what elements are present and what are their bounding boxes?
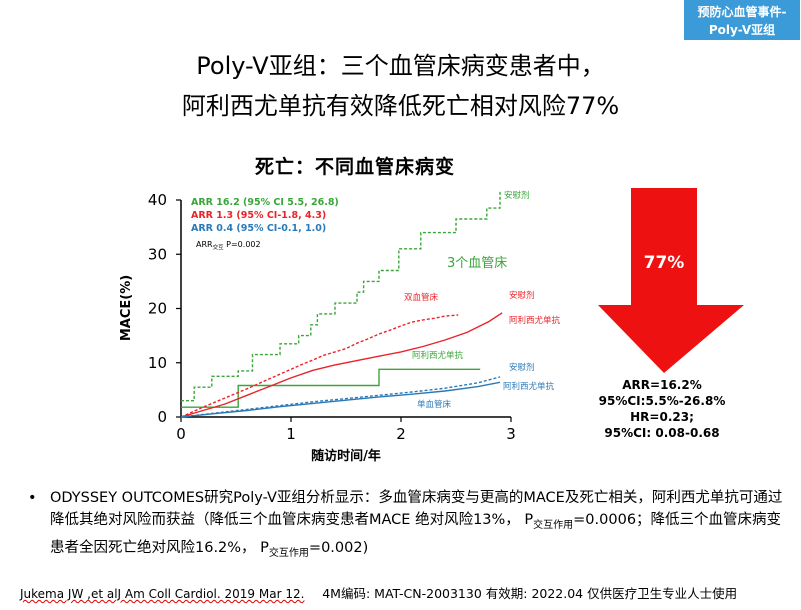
series-annotation: 3个血管床 [447,256,507,271]
series-annotation: 双血管床 [404,292,439,303]
y-axis-label: MACE(%) [119,275,134,341]
series-annotation: 阿利西尤单抗 [503,381,555,392]
series-line-1 [181,368,481,408]
x-tick-label: 3 [506,425,516,443]
footer: Jukema JW ,et alJ Am Coll Cardiol. 2019 … [20,583,737,602]
summary-part1: ODYSSEY OUTCOMES研究Poly-V亚组分析显示：多血管床病变与更高… [50,490,783,528]
y-tick-label: 10 [148,354,167,372]
stats-box: ARR=16.2% 95%CI:5.5%-26.8% HR=0.23; 95%C… [594,377,730,441]
series-line-4 [180,376,501,418]
topic-tag: 预防心血管事件- Poly-V亚组 [684,0,800,40]
x-tick-label: 0 [176,425,186,443]
y-tick-label: 0 [157,408,167,426]
citation: Jukema JW ,et alJ Am Coll Cardiol. 2019 … [20,587,305,601]
x-axis-label: 随访时间/年 [311,448,381,464]
footer-meta: 4M编码: MAT-CN-2003130 有效期: 2022.04 仅供医疗卫生… [322,586,738,601]
legend-entry: ARR 16.2 (95% CI 5.5, 26.8) [191,197,339,208]
stat-arr: ARR=16.2% [622,378,702,392]
legend-entry: ARR 1.3 (95% CI-1.8, 4.3) [191,210,326,221]
slide-title-line1: Poly-V亚组：三个血管床病变患者中， [196,52,605,80]
interaction-p-note: ARR交互 P=0.002 [196,240,261,251]
slide-title-line2: 阿利西尤单抗有效降低死亡相对风险77% [181,92,620,120]
p1-value: =0.0006；降低三个血管床病变患者全因死亡绝对风险16.2%， [50,512,782,556]
slide-title: Poly-V亚组：三个血管床病变患者中， 阿利西尤单抗有效降低死亡相对风险77% [0,46,801,126]
p1-label: P [524,512,534,528]
p2-value: =0.002) [308,539,369,556]
p2-sub: 交互作用 [268,547,309,559]
series-annotation: 安慰剂 [509,362,535,373]
x-tick-label: 1 [286,425,296,443]
reduction-arrow-label: 77% [644,253,685,273]
series-annotation: 单血管床 [417,399,452,410]
chart-title: 死亡：不同血管床病变 [255,156,456,178]
stat-hr: HR=0.23; [630,410,694,424]
series-line-5 [180,381,501,418]
topic-tag-line1: 预防心血管事件- [697,5,787,19]
y-tick-label: 30 [148,245,167,263]
p2-label: P [260,539,269,556]
series-annotation: 阿利西尤单抗 [509,315,561,326]
series-annotation: 安慰剂 [509,290,535,301]
p1-sub: 交互作用 [533,519,574,531]
series-annotation: 阿利西尤单抗 [412,350,464,361]
stat-arr-ci: 95%CI:5.5%-26.8% [598,394,726,408]
topic-tag-line2: Poly-V亚组 [708,23,776,37]
y-tick-label: 20 [148,300,167,318]
legend-entry: ARR 0.4 (95% CI-0.1, 1.0) [191,223,326,234]
series-line-2 [180,314,459,418]
series-annotation: 安慰剂 [504,190,530,201]
reduction-arrow [598,188,744,373]
stat-hr-ci: 95%CI: 0.08-0.68 [604,426,720,440]
series-line-0 [181,191,501,402]
x-tick-label: 2 [396,425,406,443]
summary-text: ODYSSEY OUTCOMES研究Poly-V亚组分析显示：多血管床病变与更高… [50,487,790,565]
y-tick-label: 40 [148,191,167,209]
series-line-3 [180,312,503,418]
bullet-marker: • [28,490,37,506]
